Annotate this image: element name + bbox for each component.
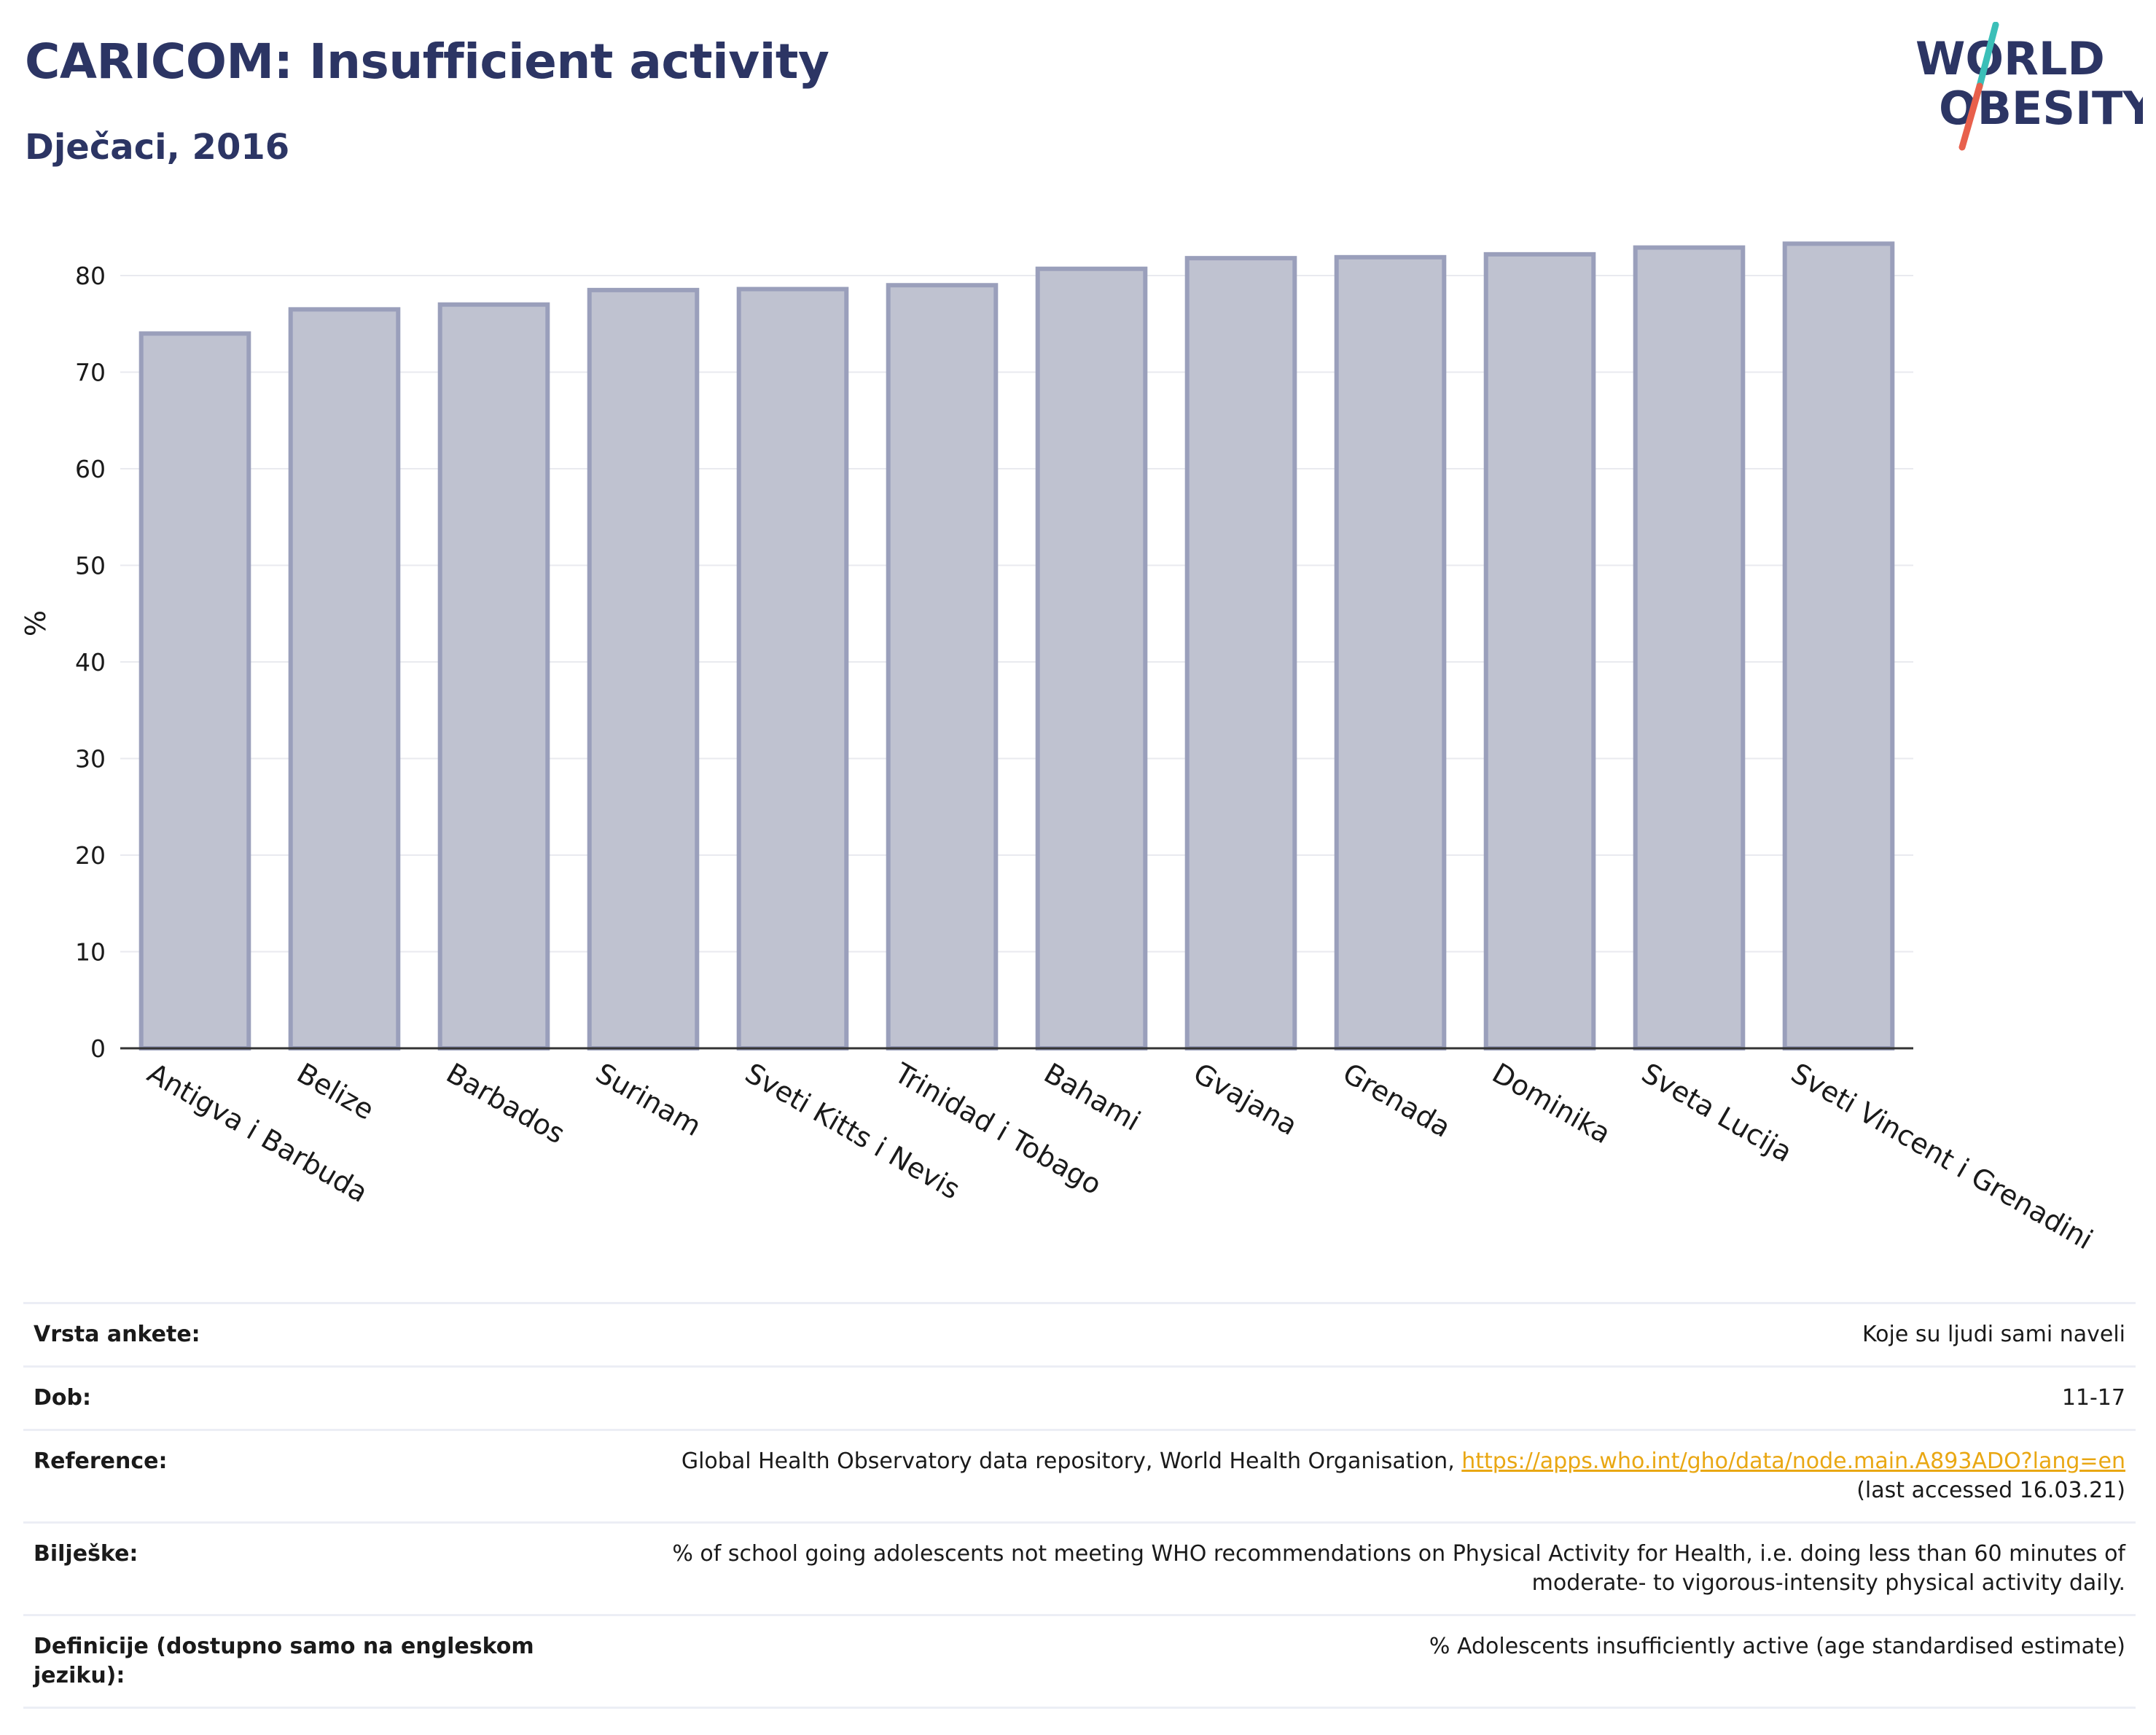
notes-line2: moderate- to vigorous-intensity physical… [1531,1570,2125,1596]
meta-row-reference: Reference: Global Health Observatory dat… [23,1429,2136,1523]
logo-slash-bottom [1958,82,1983,151]
y-tick-label: 10 [75,938,106,967]
bar [1035,266,1148,1051]
chart-title: CARICOM: Insufficient activity [25,34,829,90]
y-tick-label: 50 [75,552,106,580]
meta-row-age: Dob: 11-17 [23,1365,2136,1430]
definition-value: % Adolescents insufficiently active (age… [569,1614,2136,1709]
x-tick-label: Sveti Vincent i Grenadini [1786,1057,2098,1256]
reference-text: Global Health Observatory data repositor… [681,1449,1462,1474]
x-tick-label: Dominika [1487,1057,1616,1150]
survey-type-label: Vrsta ankete: [23,1302,569,1367]
survey-type-value: Koje su ljudi sami naveli [569,1302,2136,1367]
y-tick-label: 60 [75,455,106,483]
notes-label: Bilješke: [23,1521,569,1615]
logo-slash-top [1976,22,1999,90]
y-axis-ticks: 0 10 20 30 40 50 60 70 80 [75,262,106,1063]
meta-row-survey: Vrsta ankete: Koje su ljudi sami naveli [23,1302,2136,1367]
meta-row-definition: Definicije (dostupno samo na engleskom j… [23,1614,2136,1709]
x-tick-label: Sveta Lucija [1636,1057,1797,1169]
y-tick-label: 80 [75,262,106,290]
reference-label: Reference: [23,1429,569,1523]
world-obesity-logo: WORLD OBESITY [1915,22,2143,151]
y-axis-label: % [20,610,52,636]
meta-row-notes: Bilješke: % of school going adolescents … [23,1521,2136,1615]
x-tick-label: Gvajana [1188,1057,1302,1142]
definition-label: Definicije (dostupno samo na engleskom j… [23,1614,569,1709]
x-tick-label: Grenada [1337,1057,1456,1144]
bar [288,307,401,1050]
notes-value: % of school going adolescents not meetin… [569,1521,2136,1615]
bar [1633,245,1746,1051]
x-tick-label: Surinam [590,1057,707,1142]
y-tick-label: 20 [75,841,106,870]
reference-value: Global Health Observatory data repositor… [569,1429,2136,1523]
age-value: 11-17 [569,1365,2136,1430]
bar [886,283,999,1050]
x-tick-label: Barbados [441,1057,571,1150]
logo-line1: WORLD [1915,32,2105,85]
bar [138,331,251,1050]
chart-subtitle: Dječaci, 2016 [25,127,290,168]
x-tick-label: Belize [292,1057,380,1126]
reference-accessed: (last accessed 16.03.21) [1856,1478,2125,1503]
y-tick-label: 0 [90,1034,106,1063]
x-tick-label: Bahami [1039,1057,1146,1137]
bar [736,286,849,1050]
bar [1334,254,1447,1051]
y-tick-label: 40 [75,648,106,677]
y-tick-label: 30 [75,745,106,773]
bars [138,241,1895,1051]
bar [437,302,550,1050]
bar [587,287,700,1050]
bar [1483,252,1596,1051]
reference-link[interactable]: https://apps.who.int/gho/data/node.main.… [1461,1449,2125,1474]
notes-line1: % of school going adolescents not meetin… [672,1541,2125,1567]
metadata-table: Vrsta ankete: Koje su ljudi sami naveli … [23,1302,2136,1709]
bar [1184,256,1297,1050]
y-tick-label: 70 [75,359,106,387]
age-label: Dob: [23,1365,569,1430]
bar [1782,241,1895,1050]
